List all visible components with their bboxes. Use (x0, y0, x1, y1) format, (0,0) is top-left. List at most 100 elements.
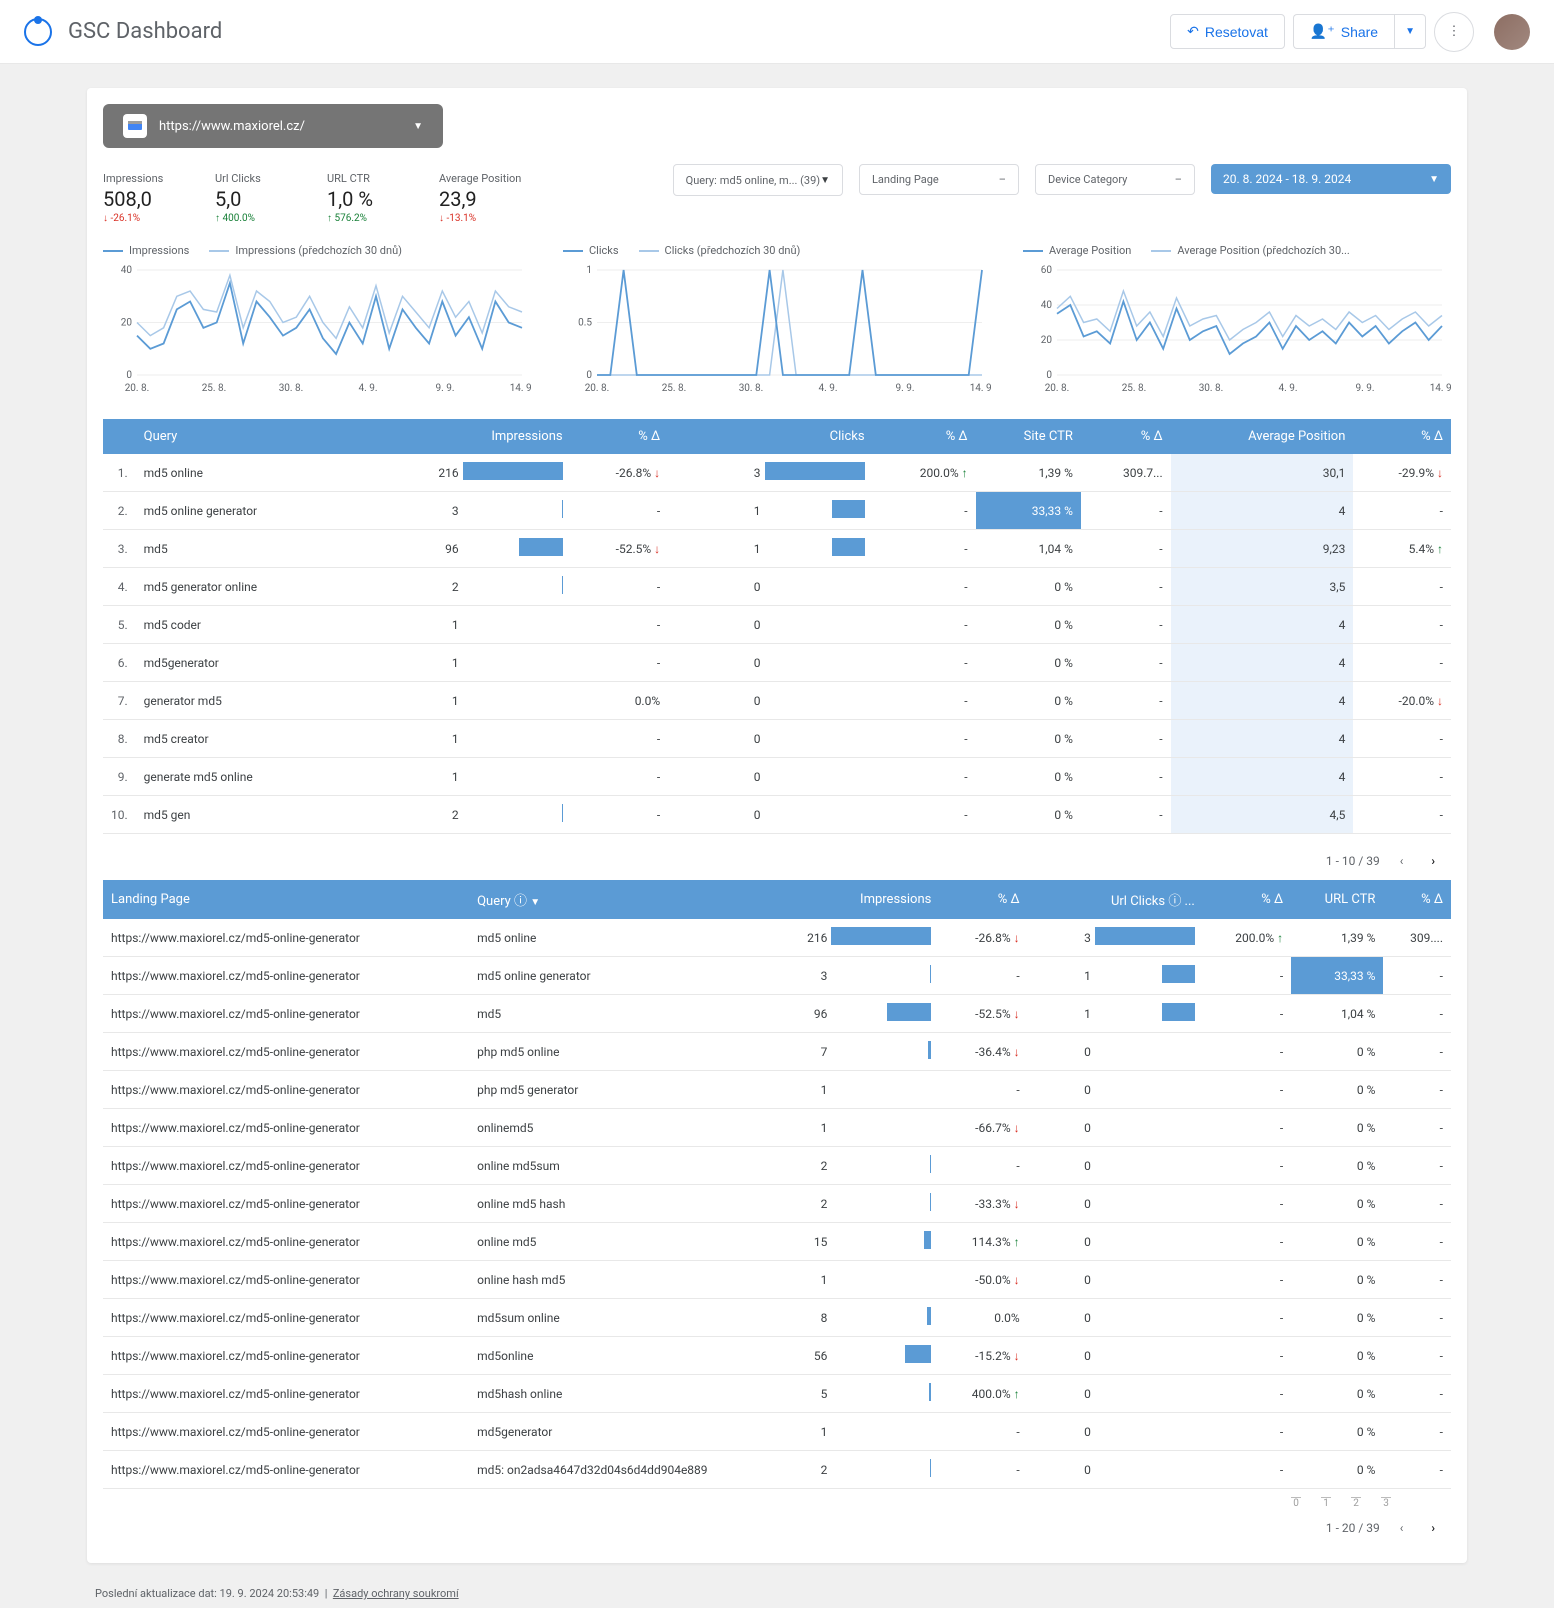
table-row[interactable]: 3. md5 96 -52.5% ↓ 1 - 1,04 % - 9,23 5.4… (103, 530, 1451, 568)
line-chart: 020406020. 8.25. 8.30. 8.4. 9.9. 9.14. 9… (1023, 265, 1451, 395)
query-cell: md5hash online (469, 1375, 745, 1413)
landing-page-cell: https://www.maxiorel.cz/md5-online-gener… (103, 1299, 469, 1337)
site-selector[interactable]: https://www.maxiorel.cz/ ▼ (103, 104, 443, 148)
col-header[interactable]: URL CTR (1291, 880, 1383, 919)
col-header[interactable]: % Δ (1383, 880, 1451, 919)
col-header[interactable]: % Δ (1081, 419, 1171, 454)
col-header[interactable]: Impressions (344, 419, 570, 454)
clicks-cell: 0 (1028, 1337, 1203, 1375)
pager-next-button[interactable]: › (1423, 850, 1443, 872)
ctr-cell: 0 % (976, 644, 1081, 682)
table-row[interactable]: https://www.maxiorel.cz/md5-online-gener… (103, 1451, 1451, 1489)
svg-text:20: 20 (121, 318, 133, 329)
filter-device[interactable]: Device Category – (1035, 164, 1195, 195)
clicks-cell: 3 (668, 454, 872, 492)
query-cell: generator md5 (136, 682, 345, 720)
table-row[interactable]: https://www.maxiorel.cz/md5-online-gener… (103, 1375, 1451, 1413)
more-options-button[interactable]: ⋮ (1434, 12, 1474, 52)
privacy-link[interactable]: Zásady ochrany soukromí (333, 1587, 459, 1600)
scorecard-value: 5,0 (215, 187, 295, 211)
chevron-down-icon: ▼ (820, 175, 830, 186)
filter-date-range[interactable]: 20. 8. 2024 - 18. 9. 2024 ▼ (1211, 164, 1451, 194)
col-header[interactable]: Clicks (668, 419, 872, 454)
col-header[interactable]: Site CTR (976, 419, 1081, 454)
table-row[interactable]: 2. md5 online generator 3 - 1 - 33,33 % … (103, 492, 1451, 530)
impressions-cell: 2 (344, 796, 570, 834)
ctr-delta-cell: - (1081, 796, 1171, 834)
landing-page-cell: https://www.maxiorel.cz/md5-online-gener… (103, 1109, 469, 1147)
svg-text:9. 9.: 9. 9. (436, 383, 455, 394)
svg-text:30. 8.: 30. 8. (739, 383, 764, 394)
table-row[interactable]: https://www.maxiorel.cz/md5-online-gener… (103, 1109, 1451, 1147)
clicks-delta-cell: 200.0% ↑ (873, 454, 976, 492)
ctr-delta-cell: - (1383, 1147, 1451, 1185)
share-button[interactable]: 👤⁺ Share (1293, 14, 1394, 49)
table-row[interactable]: 6. md5generator 1 - 0 - 0 % - 4 - (103, 644, 1451, 682)
col-header[interactable]: % Δ (873, 419, 976, 454)
svg-text:30. 8.: 30. 8. (279, 383, 304, 394)
table-row[interactable]: https://www.maxiorel.cz/md5-online-gener… (103, 1261, 1451, 1299)
table-row[interactable]: https://www.maxiorel.cz/md5-online-gener… (103, 1299, 1451, 1337)
clicks-cell: 0 (1028, 1413, 1203, 1451)
svg-text:14. 9.: 14. 9. (970, 383, 991, 394)
col-header[interactable] (103, 419, 136, 454)
col-header[interactable]: Average Position (1171, 419, 1354, 454)
report-canvas: https://www.maxiorel.cz/ ▼ Impressions 5… (87, 88, 1467, 1563)
impressions-cell: 15 (746, 1223, 940, 1261)
col-header[interactable]: % Δ (571, 419, 669, 454)
date-range-label: 20. 8. 2024 - 18. 9. 2024 (1223, 172, 1351, 186)
filter-query-label: Query: (686, 174, 717, 187)
table-row[interactable]: https://www.maxiorel.cz/md5-online-gener… (103, 1337, 1451, 1375)
query-cell: generate md5 online (136, 758, 345, 796)
col-header[interactable]: Landing Page (103, 880, 469, 919)
table-row[interactable]: 1. md5 online 216 -26.8% ↓ 3 200.0% ↑ 1,… (103, 454, 1451, 492)
landing-page-cell: https://www.maxiorel.cz/md5-online-gener… (103, 1223, 469, 1261)
col-header[interactable]: % Δ (939, 880, 1027, 919)
ctr-cell: 0 % (1291, 1337, 1383, 1375)
landing-page-cell: https://www.maxiorel.cz/md5-online-gener… (103, 995, 469, 1033)
table-row[interactable]: 7. generator md5 1 0.0% 0 - 0 % - 4 -20.… (103, 682, 1451, 720)
col-header[interactable]: Query ⓘ ▼ (469, 880, 745, 919)
col-header[interactable]: Query (136, 419, 345, 454)
table-row[interactable]: https://www.maxiorel.cz/md5-online-gener… (103, 957, 1451, 995)
clicks-cell: 0 (668, 568, 872, 606)
table-row[interactable]: https://www.maxiorel.cz/md5-online-gener… (103, 1185, 1451, 1223)
table-row[interactable]: https://www.maxiorel.cz/md5-online-gener… (103, 1147, 1451, 1185)
clicks-cell: 0 (1028, 1223, 1203, 1261)
pager-prev-button[interactable]: ‹ (1392, 850, 1412, 872)
query-cell: md5: on2adsa4647d32d04s6d4dd904e889 (469, 1451, 745, 1489)
pager-prev-button[interactable]: ‹ (1392, 1517, 1412, 1539)
impressions-cell: 1 (344, 758, 570, 796)
ctr-delta-cell: 309.7... (1081, 454, 1171, 492)
impr-delta-cell: -26.8% ↓ (571, 454, 669, 492)
col-header[interactable]: Impressions (746, 880, 940, 919)
table-row[interactable]: 9. generate md5 online 1 - 0 - 0 % - 4 - (103, 758, 1451, 796)
avatar[interactable] (1494, 14, 1530, 50)
filter-query[interactable]: Query: md5 online, m... (39) ▼ (673, 164, 843, 196)
table-row[interactable]: 4. md5 generator online 2 - 0 - 0 % - 3,… (103, 568, 1451, 606)
query-cell: md5 online generator (136, 492, 345, 530)
table-row[interactable]: https://www.maxiorel.cz/md5-online-gener… (103, 1071, 1451, 1109)
clicks-delta-cell: - (1203, 1109, 1291, 1147)
share-dropdown-button[interactable]: ▼ (1394, 14, 1426, 49)
col-header[interactable]: % Δ (1203, 880, 1291, 919)
pos-delta-cell: - (1353, 644, 1451, 682)
pager-next-button[interactable]: › (1423, 1517, 1443, 1539)
clicks-cell: 1 (668, 492, 872, 530)
ctr-delta-cell: - (1081, 530, 1171, 568)
filter-landing-page[interactable]: Landing Page – (859, 164, 1019, 195)
table-row[interactable]: https://www.maxiorel.cz/md5-online-gener… (103, 1033, 1451, 1071)
table-row[interactable]: https://www.maxiorel.cz/md5-online-gener… (103, 1413, 1451, 1451)
table-row[interactable]: https://www.maxiorel.cz/md5-online-gener… (103, 1223, 1451, 1261)
reset-button[interactable]: ↶ Resetovat (1170, 14, 1285, 49)
col-header[interactable]: Url Clicks ⓘ ... (1028, 880, 1203, 919)
table-row[interactable]: 8. md5 creator 1 - 0 - 0 % - 4 - (103, 720, 1451, 758)
table-row[interactable]: 5. md5 coder 1 - 0 - 0 % - 4 - (103, 606, 1451, 644)
ctr-cell: 1,39 % (1291, 919, 1383, 957)
table-row[interactable]: https://www.maxiorel.cz/md5-online-gener… (103, 919, 1451, 957)
col-header[interactable]: % Δ (1353, 419, 1451, 454)
svg-text:1: 1 (586, 265, 592, 276)
table-row[interactable]: 10. md5 gen 2 - 0 - 0 % - 4,5 - (103, 796, 1451, 834)
clicks-delta-cell: - (1203, 1337, 1291, 1375)
table-row[interactable]: https://www.maxiorel.cz/md5-online-gener… (103, 995, 1451, 1033)
